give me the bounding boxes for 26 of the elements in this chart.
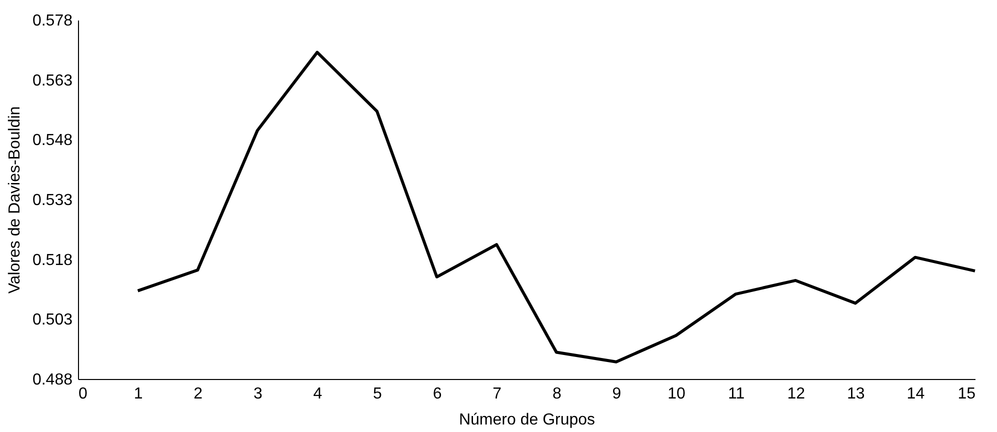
y-axis-title: Valores de Davies-Bouldin — [6, 106, 24, 294]
y-tick-label: 0.578 — [32, 12, 73, 30]
y-tick-label: 0.548 — [32, 132, 73, 150]
x-tick-label: 1 — [134, 386, 143, 402]
x-tick-label: 12 — [787, 386, 806, 402]
x-tick-label: 13 — [847, 386, 865, 402]
y-tick-label: 0.488 — [32, 372, 73, 388]
y-tick-label: 0.518 — [32, 252, 73, 269]
x-axis-title: Número de Grupos — [458, 412, 596, 428]
x-tick-label: 3 — [253, 386, 262, 402]
y-tick-label: 0.563 — [32, 72, 73, 90]
x-tick-label: 10 — [668, 386, 686, 402]
x-tick-label: 14 — [906, 386, 925, 402]
x-tick-label: 2 — [194, 386, 203, 402]
x-tick-label: 15 — [958, 386, 976, 402]
x-tick-label: 11 — [728, 386, 745, 402]
y-tick-label: 0.533 — [32, 192, 73, 209]
x-tick-label: 7 — [492, 386, 502, 402]
x-tick-label: 6 — [432, 386, 442, 402]
x-tick-label: 8 — [552, 386, 562, 402]
line-series — [136, 50, 976, 364]
y-tick-label: 0.503 — [32, 312, 73, 329]
x-tick-label: 5 — [373, 386, 382, 402]
x-tick-label: 0 — [78, 386, 88, 402]
x-tick-label: 4 — [313, 386, 322, 402]
x-tick-label: 9 — [612, 386, 622, 402]
